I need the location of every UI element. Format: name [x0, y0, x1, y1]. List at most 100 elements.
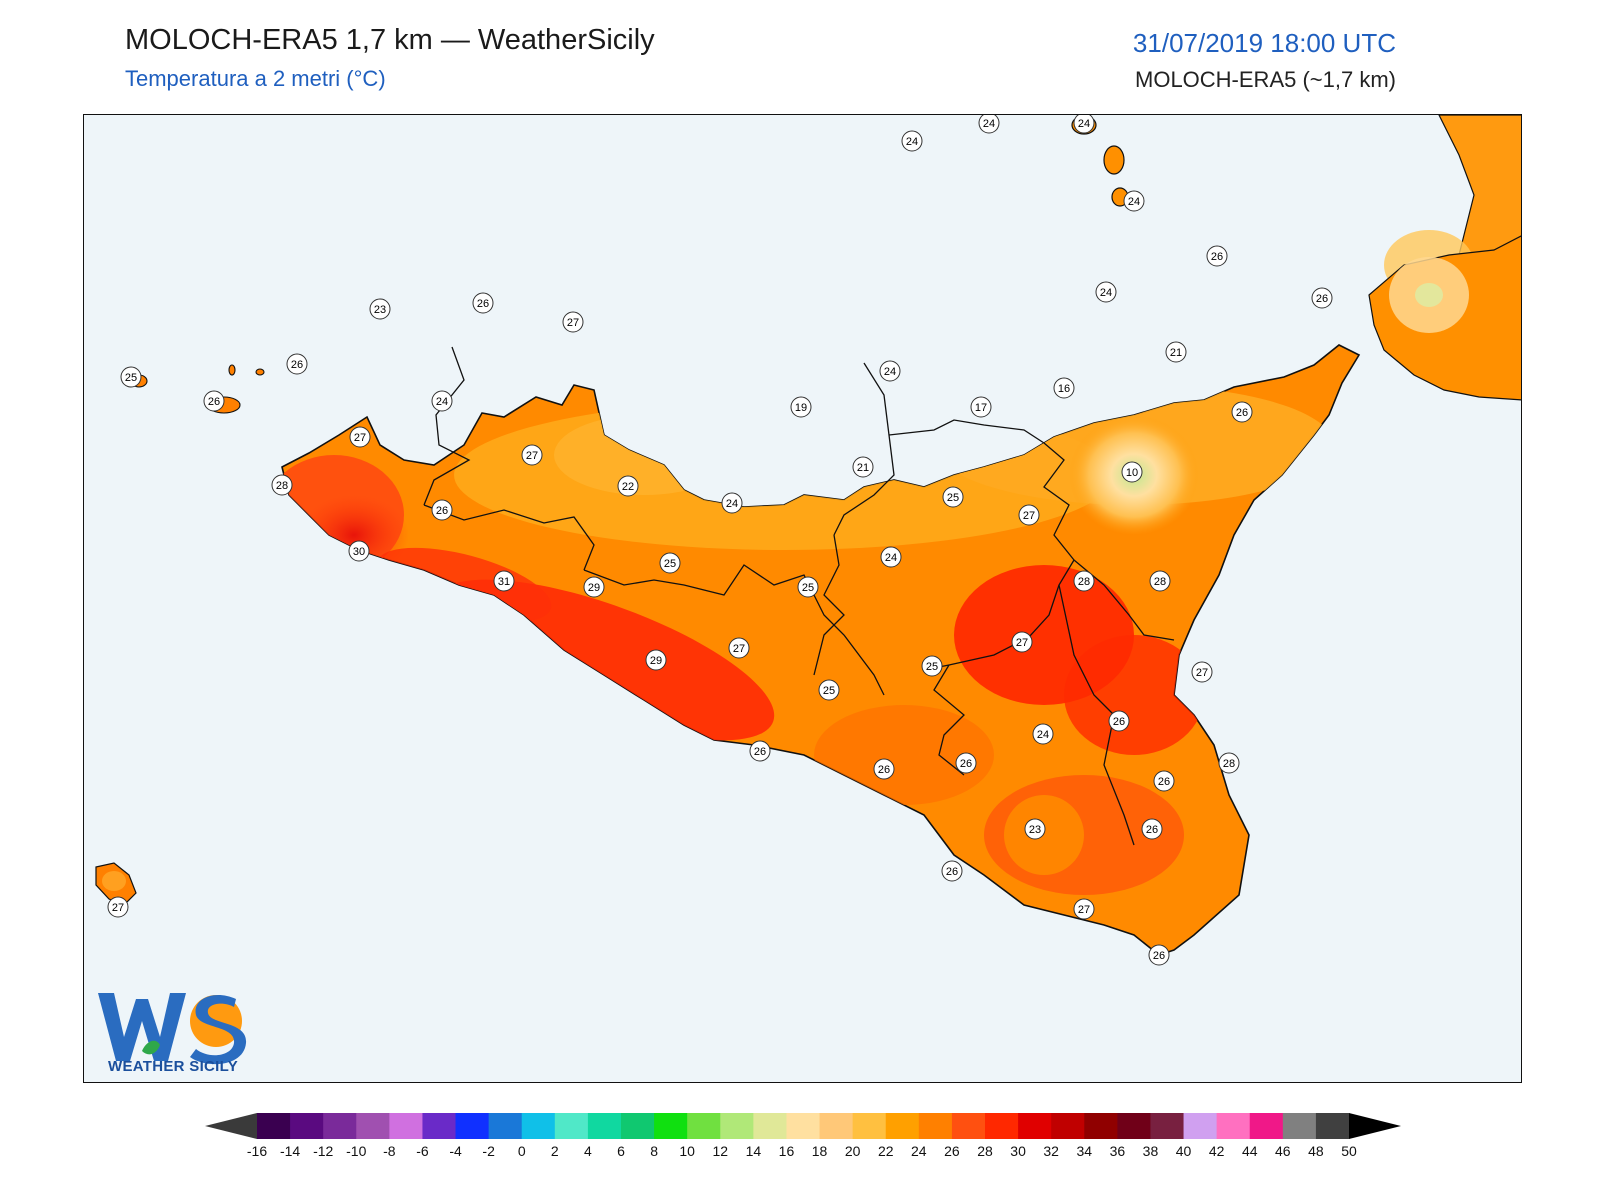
colorbar-swatch — [951, 1113, 986, 1139]
colorbar-tick-label: -6 — [416, 1143, 429, 1159]
temp-label: 27 — [1196, 667, 1208, 679]
temp-label: 26 — [1316, 293, 1328, 305]
temp-label: 26 — [878, 764, 890, 776]
page-title: MOLOCH-ERA5 1,7 km — WeatherSicily — [125, 24, 655, 56]
colorbar-swatches — [205, 1113, 1401, 1139]
temp-label: 25 — [802, 582, 814, 594]
temp-label: 26 — [291, 359, 303, 371]
forecast-datetime: 31/07/2019 18:00 UTC — [1132, 28, 1396, 58]
colorbar-swatch — [852, 1113, 887, 1139]
temp-label: 26 — [1113, 716, 1125, 728]
temp-label: 25 — [125, 372, 137, 384]
province-borders — [423, 346, 1175, 846]
temp-label: 29 — [650, 655, 662, 667]
temp-label: 17 — [975, 402, 987, 414]
colorbar-tick-label: 30 — [1010, 1143, 1026, 1159]
temperature-labels: 24 24 24 24 26 24 26 21 16 17 24 26 10 2… — [107, 115, 1333, 966]
model-name: MOLOCH-ERA5 (~1,7 km) — [1135, 67, 1396, 92]
colorbar-tick-label: 6 — [617, 1143, 625, 1159]
colorbar-swatch — [389, 1113, 423, 1139]
temp-label: 26 — [1211, 251, 1223, 263]
colorbar-swatch — [1282, 1113, 1317, 1139]
temperature-colorbar: -16 -14 -12 -10 -8 -6 -4 -2 0 2 4 6 8 10 12 14 16 18 20 22 2… — [205, 1113, 1401, 1159]
colorbar-swatch — [554, 1113, 589, 1139]
colorbar-tick-label: 10 — [679, 1143, 695, 1159]
colorbar-swatch — [687, 1113, 721, 1139]
colorbar-tick-label: 42 — [1209, 1143, 1225, 1159]
logo-text: WEATHER SICILY — [108, 1058, 239, 1075]
colorbar-tick-label: -2 — [482, 1143, 495, 1159]
ws-logo-icon — [98, 993, 247, 1065]
colorbar-tick-label: 16 — [779, 1143, 795, 1159]
colorbar-swatch — [1249, 1113, 1284, 1139]
colorbar-swatch — [753, 1113, 787, 1139]
colorbar-tick-label: 8 — [650, 1143, 658, 1159]
colorbar-swatch — [885, 1113, 920, 1139]
temp-label: 28 — [1154, 576, 1166, 588]
temp-label: 23 — [1029, 824, 1041, 836]
colorbar-tick-label: 44 — [1242, 1143, 1258, 1159]
temp-label: 27 — [567, 317, 579, 329]
colorbar-swatch — [1018, 1113, 1052, 1139]
temp-label: 27 — [733, 643, 745, 655]
colorbar-tick-label: 46 — [1275, 1143, 1291, 1159]
temp-label: 26 — [1153, 950, 1165, 962]
colorbar-tick-label: 20 — [845, 1143, 861, 1159]
temp-label: 26 — [754, 746, 766, 758]
colorbar-tick-label: 38 — [1143, 1143, 1159, 1159]
colorbar-swatch — [654, 1113, 688, 1139]
temp-label: 24 — [436, 396, 448, 408]
colorbar-tick-label: -8 — [383, 1143, 396, 1159]
temp-label: 31 — [498, 576, 510, 588]
colorbar-swatch — [422, 1113, 457, 1139]
temp-label: 26 — [946, 866, 958, 878]
temp-label: 28 — [1078, 576, 1090, 588]
colorbar-tick-label: 36 — [1110, 1143, 1126, 1159]
temp-label: 30 — [353, 546, 365, 558]
colorbar-swatch — [587, 1113, 622, 1139]
temp-label: 25 — [823, 685, 835, 697]
colorbar-swatch — [323, 1113, 357, 1139]
colorbar-swatch — [1051, 1113, 1085, 1139]
temp-label: 10 — [1126, 467, 1138, 479]
temp-label: 26 — [208, 396, 220, 408]
temp-label: 22 — [622, 481, 634, 493]
colorbar-tick-label: 32 — [1043, 1143, 1059, 1159]
colorbar-swatch — [786, 1113, 821, 1139]
colorbar-tick-label: 34 — [1076, 1143, 1092, 1159]
colorbar-swatch — [985, 1113, 1019, 1139]
temp-label: 27 — [112, 902, 124, 914]
colorbar-swatch — [720, 1113, 754, 1139]
temp-label: 24 — [1128, 196, 1140, 208]
temp-label: 24 — [1078, 118, 1090, 130]
temp-label: 24 — [1100, 287, 1112, 299]
temp-label: 24 — [906, 136, 918, 148]
map-subtitle: Temperatura a 2 metri (°C) — [125, 66, 386, 91]
temp-label: 29 — [588, 582, 600, 594]
temp-label: 24 — [726, 498, 738, 510]
colorbar-tick-label: -4 — [449, 1143, 462, 1159]
colorbar-swatch — [488, 1113, 523, 1139]
temp-label: 27 — [354, 432, 366, 444]
colorbar-swatch — [918, 1113, 953, 1139]
colorbar-tick-label: 12 — [712, 1143, 728, 1159]
temp-label: 26 — [436, 505, 448, 517]
colorbar-ticks: -16 -14 -12 -10 -8 -6 -4 -2 0 2 4 6 8 10 12 14 16 18 20 22 2… — [247, 1143, 1357, 1159]
colorbar-swatch — [819, 1113, 854, 1139]
colorbar-swatch — [290, 1113, 324, 1139]
colorbar-tick-label: 24 — [911, 1143, 927, 1159]
temp-label: 21 — [857, 462, 869, 474]
colorbar-tick-label: -10 — [346, 1143, 366, 1159]
colorbar-swatch — [356, 1113, 390, 1139]
colorbar-tick-label: -14 — [280, 1143, 300, 1159]
colorbar-swatch — [621, 1113, 655, 1139]
temp-label: 21 — [1170, 347, 1182, 359]
temp-label: 19 — [795, 402, 807, 414]
colorbar-tick-label: 28 — [977, 1143, 993, 1159]
temp-label: 28 — [276, 480, 288, 492]
colorbar-tick-label: 26 — [944, 1143, 960, 1159]
colorbar-tick-label: 40 — [1176, 1143, 1192, 1159]
colorbar-tick-label: 50 — [1341, 1143, 1357, 1159]
temp-label: 27 — [1023, 510, 1035, 522]
colorbar-extend-low — [205, 1113, 257, 1139]
